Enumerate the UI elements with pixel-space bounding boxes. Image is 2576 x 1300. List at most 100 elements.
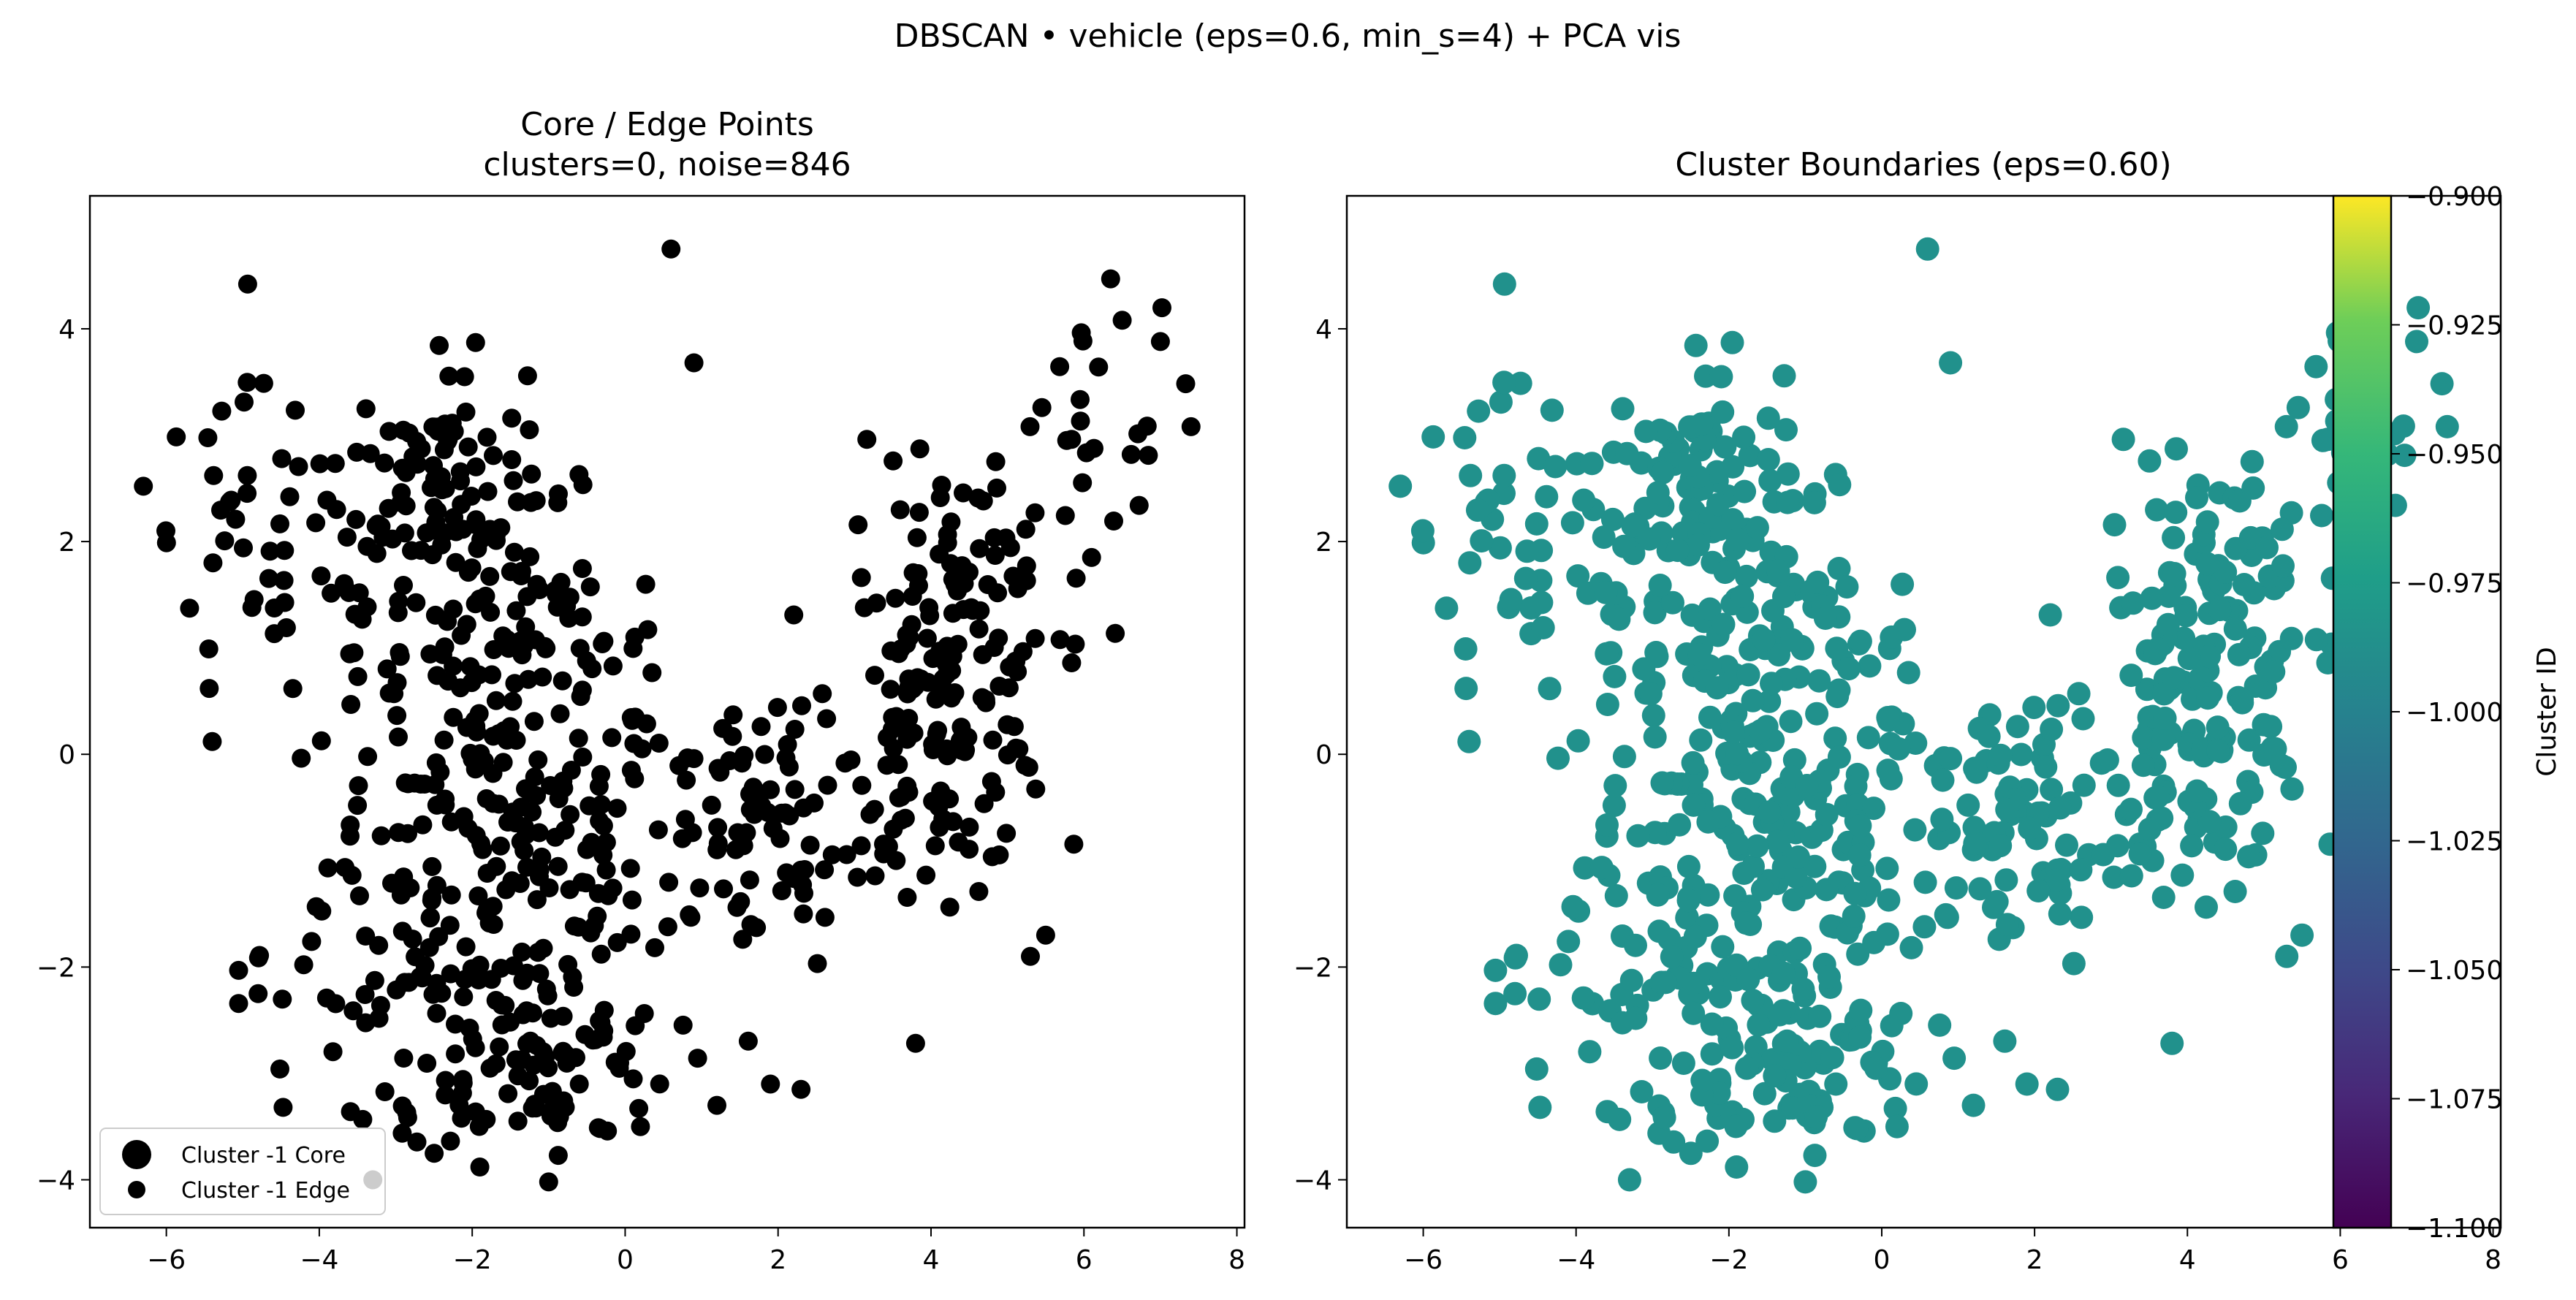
cluster-point [1454, 677, 1478, 701]
edge-point [1073, 473, 1093, 493]
cluster-point [2095, 748, 2119, 772]
edge-point [522, 464, 542, 484]
edge-point [505, 674, 525, 693]
edge-point [471, 834, 490, 854]
cluster-point [1624, 933, 1647, 957]
cluster-point [1843, 881, 1867, 905]
edge-point [481, 602, 501, 622]
edge-point [969, 619, 989, 639]
edge-point [1181, 417, 1201, 436]
edge-point [1106, 623, 1125, 643]
cluster-point [1721, 720, 1745, 744]
edge-point [244, 590, 264, 609]
edge-point [984, 528, 1004, 547]
edge-point [1036, 925, 1055, 945]
left-axes-title-line2: clusters=0, noise=846 [483, 146, 851, 183]
edge-point [427, 973, 447, 993]
edge-point [593, 845, 613, 865]
cluster-point [1772, 585, 1796, 609]
edge-point [346, 509, 366, 529]
edge-point [621, 708, 641, 727]
cluster-point [1388, 474, 1413, 498]
y-tick-label: 0 [58, 740, 75, 770]
edge-point [466, 332, 485, 352]
cluster-point [1410, 519, 1435, 543]
edge-point [930, 488, 950, 507]
cluster-point [2164, 501, 2188, 525]
cluster-point [2044, 868, 2068, 892]
edge-point [482, 970, 501, 989]
cluster-point [1720, 1035, 1744, 1060]
edge-point [292, 748, 311, 768]
edge-point [316, 988, 336, 1008]
cluster-point [1508, 371, 1532, 395]
edge-point [199, 639, 219, 658]
cluster-point [2048, 796, 2072, 820]
edge-point [198, 428, 218, 447]
edge-point [638, 620, 658, 639]
edge-point [377, 659, 397, 679]
cluster-point [1682, 1001, 1706, 1025]
edge-point [498, 1084, 518, 1103]
cluster-point [1994, 868, 2018, 892]
cluster-point [1690, 1068, 1714, 1092]
cluster-point [2255, 536, 2279, 560]
edge-point [582, 832, 601, 852]
cluster-point [1696, 883, 1720, 907]
edge-point [851, 568, 871, 588]
cluster-point [2069, 858, 2093, 882]
edge-point [661, 239, 681, 259]
edge-point [521, 784, 541, 804]
edge-point [755, 745, 775, 764]
cluster-point [1864, 1056, 1888, 1080]
edge-point [394, 576, 413, 595]
cluster-point [2138, 449, 2162, 473]
cluster-point [1760, 672, 1783, 696]
edge-point [899, 709, 919, 728]
edge-point [294, 955, 314, 975]
edge-point [815, 908, 835, 927]
colorbar-gradient [2333, 196, 2391, 1228]
cluster-point [1774, 418, 1798, 442]
edge-point [790, 870, 810, 890]
cluster-point [1630, 1080, 1654, 1103]
edge-point [391, 885, 411, 905]
cluster-point [2153, 707, 2177, 730]
cluster-point [1807, 669, 1831, 693]
edge-point [555, 821, 575, 840]
colorbar-tick-label: −1.075 [2406, 1085, 2503, 1115]
edge-point [511, 832, 531, 851]
edge-point [905, 1033, 925, 1053]
cluster-point [2195, 510, 2219, 534]
cluster-point [1738, 444, 1762, 468]
edge-point [248, 984, 268, 1003]
cluster-point [1776, 462, 1800, 486]
edge-point [792, 696, 811, 715]
edge-point [1065, 634, 1085, 654]
cluster-point [2304, 354, 2328, 379]
edge-point [740, 799, 760, 819]
edge-point [339, 582, 359, 602]
edge-point [561, 805, 580, 824]
edge-point [393, 420, 413, 440]
edge-point [421, 908, 440, 927]
cluster-point [1961, 1093, 1986, 1117]
edge-point [471, 530, 490, 550]
edge-point [387, 706, 407, 726]
edge-point [897, 888, 917, 907]
cluster-point [1589, 856, 1614, 880]
edge-point [895, 808, 915, 828]
edge-point [1071, 411, 1090, 431]
edge-point [456, 937, 476, 957]
edge-point [892, 787, 911, 807]
x-tick-label: 0 [1874, 1245, 1891, 1275]
edge-point [658, 917, 677, 937]
edge-point [1064, 835, 1084, 854]
edge-point [432, 535, 452, 555]
edge-point [702, 795, 721, 815]
edge-point [785, 720, 805, 739]
edge-point [392, 1123, 412, 1143]
cluster-point [2162, 666, 2186, 690]
left-legend: Cluster -1 Core Cluster -1 Edge [99, 1128, 386, 1215]
edge-point [942, 661, 962, 680]
